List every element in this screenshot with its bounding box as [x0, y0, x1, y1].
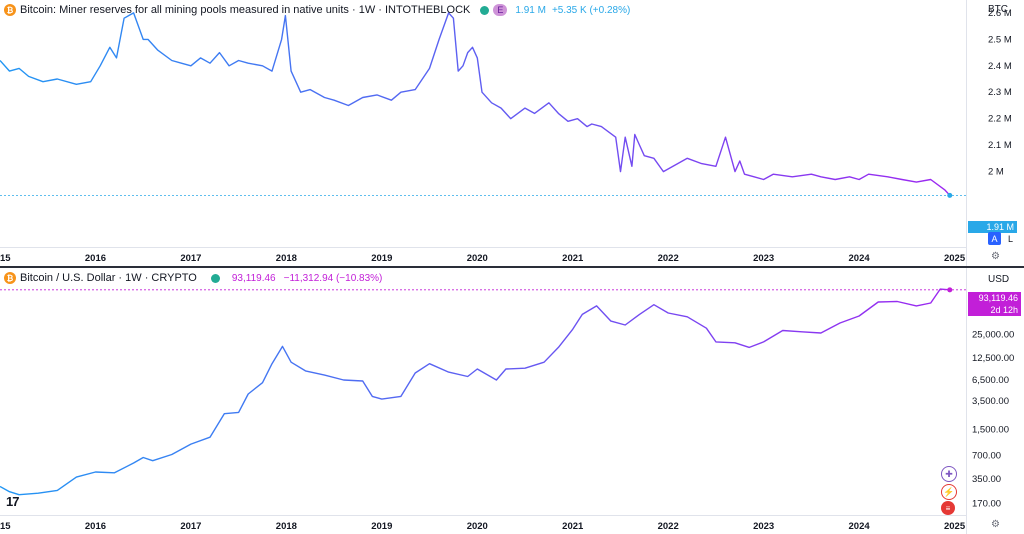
- y-tick-label: 2.3 M: [988, 87, 1012, 98]
- y-tick-label: 12,500.00: [972, 353, 1014, 364]
- bar-countdown: 2d 12h: [968, 304, 1021, 316]
- y-tick-label: 6,500.00: [972, 375, 1009, 386]
- y-tick-label: 3,500.00: [972, 396, 1009, 407]
- x-tick-label: 2025: [944, 253, 966, 264]
- x-tick-label: 2018: [276, 253, 297, 264]
- x-tick-label: 2024: [849, 253, 871, 264]
- market-status-icon: [480, 5, 490, 15]
- settings-gear-icon[interactable]: ⚙: [991, 519, 1000, 530]
- x-tick-label: 2025: [944, 521, 966, 532]
- x-tick-label: 2019: [371, 253, 392, 264]
- x-tick-label: 2022: [658, 253, 679, 264]
- lightning-icon[interactable]: ⚡: [941, 484, 957, 500]
- y-tick-label: 350.00: [972, 474, 1001, 485]
- time-axis-divider: [0, 247, 966, 248]
- log-scale-button[interactable]: L: [1007, 233, 1013, 244]
- auto-scale-button[interactable]: A: [988, 232, 1001, 245]
- y-tick-label: 2.4 M: [988, 61, 1012, 72]
- last-value-point[interactable]: [947, 192, 953, 198]
- btc-usd-last-tag: 93,119.46: [968, 292, 1021, 304]
- x-tick-label: 2017: [180, 521, 201, 532]
- market-status-icon: [210, 273, 220, 283]
- miner-reserves-value: 1.91 M: [515, 4, 546, 16]
- y-tick-label: 170.00: [972, 498, 1001, 509]
- tradingview-logo[interactable]: 17: [6, 494, 20, 509]
- series-line[interactable]: [0, 288, 950, 496]
- price-axis-divider: [966, 0, 967, 266]
- bitcoin-icon: ₿: [4, 4, 16, 16]
- btc-usd-chart[interactable]: 2015 2016 2017 2018 2019 2020 2021 2022 2023 2024…: [0, 268, 1024, 534]
- btc-usd-title[interactable]: Bitcoin / U.S. Dollar · 1W · CRYPTO: [20, 272, 197, 284]
- x-tick-label: 2016: [85, 253, 106, 264]
- x-tick-label: 2024: [849, 521, 871, 532]
- price-axis-divider: [966, 268, 967, 534]
- miner-reserves-change: +5.35 K (+0.28%): [551, 4, 631, 16]
- x-tick-label: 2016: [85, 521, 106, 532]
- y-tick-label: 2 M: [988, 167, 1004, 178]
- x-tick-label: 2017: [180, 253, 201, 264]
- series-line[interactable]: [0, 12, 951, 196]
- y-tick-label: 25,000.00: [972, 329, 1014, 340]
- x-tick-label: 2015: [0, 521, 11, 532]
- y-tick-label: 2.1 M: [988, 140, 1012, 151]
- usd-unit-label[interactable]: USD: [988, 274, 1010, 285]
- btc-usd-legend[interactable]: ₿ Bitcoin / U.S. Dollar · 1W · CRYPTO 93…: [4, 271, 382, 285]
- x-tick-label: 2022: [658, 521, 679, 532]
- x-tick-label: 2018: [276, 521, 297, 532]
- miner-reserves-last-tag: 1.91 M: [968, 221, 1017, 233]
- y-tick-label: 700.00: [972, 450, 1001, 461]
- earnings-badge[interactable]: E: [493, 4, 508, 16]
- y-tick-label: 1,500.00: [972, 425, 1009, 436]
- miner-reserves-pane[interactable]: 2015 2016 2017 2018 2019 2020 2021 2022 2023 2024…: [0, 0, 1024, 266]
- btc-usd-change: −11,312.94 (−10.83%): [283, 272, 383, 284]
- y-tick-label: 2.2 M: [988, 114, 1012, 125]
- x-tick-label: 2020: [467, 521, 488, 532]
- x-tick-label: 2015: [0, 253, 11, 264]
- x-tick-label: 2021: [562, 253, 584, 264]
- x-tick-label: 2021: [562, 521, 584, 532]
- btc-unit-label[interactable]: BTC: [988, 4, 1008, 15]
- bitcoin-icon: ₿: [4, 272, 16, 284]
- pane-separator[interactable]: [0, 266, 1024, 268]
- settings-gear-icon[interactable]: ⚙: [991, 251, 1000, 262]
- y-tick-label: 2.6 M: [988, 8, 1012, 19]
- time-axis-divider: [0, 515, 966, 516]
- btc-usd-value: 93,119.46: [231, 272, 276, 284]
- x-tick-label: 2023: [753, 253, 774, 264]
- add-indicator-icon[interactable]: ✚: [941, 466, 957, 482]
- x-tick-label: 2020: [467, 253, 488, 264]
- us-flag-icon[interactable]: ≡: [941, 501, 955, 515]
- miner-reserves-title[interactable]: Bitcoin: Miner reserves for all mining p…: [20, 4, 471, 16]
- btc-usd-pane[interactable]: 2015 2016 2017 2018 2019 2020 2021 2022 2023 2024…: [0, 268, 1024, 534]
- x-tick-label: 2019: [371, 521, 392, 532]
- y-tick-label: 2.5 M: [988, 34, 1012, 45]
- last-value-point[interactable]: [947, 287, 953, 293]
- miner-reserves-legend[interactable]: ₿ Bitcoin: Miner reserves for all mining…: [4, 3, 630, 17]
- miner-reserves-chart[interactable]: 2015 2016 2017 2018 2019 2020 2021 2022 2023 2024…: [0, 0, 1024, 266]
- x-tick-label: 2023: [753, 521, 774, 532]
